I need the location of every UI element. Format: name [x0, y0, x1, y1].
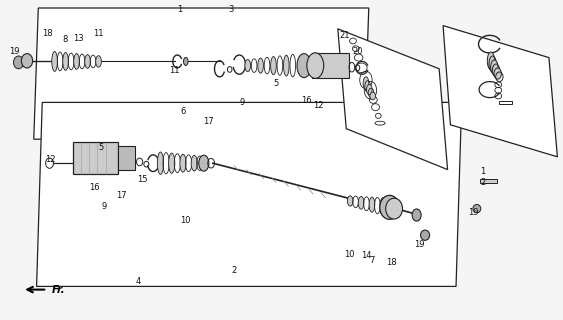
Text: 3: 3 — [228, 5, 234, 14]
Ellipse shape — [74, 53, 79, 69]
Text: 16: 16 — [90, 183, 100, 192]
Ellipse shape — [96, 56, 101, 67]
Text: 19: 19 — [9, 47, 19, 56]
Text: 7: 7 — [369, 256, 374, 265]
Text: 17: 17 — [116, 191, 126, 200]
Ellipse shape — [52, 52, 57, 71]
Polygon shape — [34, 8, 369, 139]
Text: 5: 5 — [273, 79, 279, 88]
Text: 4: 4 — [135, 277, 141, 286]
Ellipse shape — [473, 204, 481, 213]
Text: 11: 11 — [169, 66, 180, 75]
Ellipse shape — [297, 53, 311, 78]
Ellipse shape — [369, 197, 375, 212]
Text: 2: 2 — [231, 266, 236, 275]
Text: 1: 1 — [480, 167, 486, 176]
Ellipse shape — [363, 77, 369, 90]
Text: 6: 6 — [180, 108, 186, 116]
Text: 9: 9 — [101, 202, 107, 211]
Ellipse shape — [271, 57, 276, 75]
Ellipse shape — [491, 60, 498, 74]
Text: 19: 19 — [468, 208, 478, 217]
Text: 5: 5 — [99, 143, 104, 152]
Text: 10: 10 — [344, 250, 354, 259]
Text: 1: 1 — [177, 5, 183, 14]
Ellipse shape — [245, 60, 251, 72]
Text: 10: 10 — [181, 216, 191, 225]
Ellipse shape — [63, 52, 69, 70]
Text: 21: 21 — [340, 31, 350, 40]
Text: 9: 9 — [239, 98, 245, 107]
Text: 8: 8 — [62, 36, 68, 44]
Text: 17: 17 — [203, 117, 213, 126]
Text: 18: 18 — [386, 258, 396, 267]
Ellipse shape — [14, 56, 24, 69]
Ellipse shape — [157, 152, 163, 174]
Ellipse shape — [386, 198, 403, 219]
Text: 12: 12 — [46, 156, 56, 164]
Text: 13: 13 — [74, 34, 84, 43]
Text: 20: 20 — [352, 47, 363, 56]
Ellipse shape — [380, 198, 386, 215]
Bar — [73, 142, 118, 174]
Ellipse shape — [199, 155, 209, 171]
Text: 15: 15 — [137, 175, 147, 184]
Polygon shape — [338, 29, 448, 170]
Ellipse shape — [370, 92, 376, 100]
Bar — [312, 53, 349, 78]
Ellipse shape — [358, 196, 364, 209]
Ellipse shape — [494, 68, 501, 79]
Text: 18: 18 — [43, 29, 53, 38]
Ellipse shape — [180, 154, 186, 172]
Polygon shape — [443, 26, 557, 157]
Ellipse shape — [488, 52, 494, 69]
Ellipse shape — [284, 55, 289, 76]
Bar — [499, 101, 512, 104]
Ellipse shape — [169, 153, 175, 173]
Ellipse shape — [367, 84, 372, 95]
Ellipse shape — [307, 53, 324, 78]
Text: 11: 11 — [93, 29, 104, 38]
Ellipse shape — [184, 58, 188, 65]
Bar — [118, 146, 135, 170]
Ellipse shape — [421, 230, 430, 240]
Text: Fr.: Fr. — [52, 284, 66, 295]
Text: 2: 2 — [480, 178, 486, 187]
Ellipse shape — [347, 196, 353, 206]
Text: 12: 12 — [313, 101, 323, 110]
Text: 14: 14 — [361, 252, 371, 260]
Text: 19: 19 — [414, 240, 425, 249]
Ellipse shape — [191, 156, 197, 171]
Text: 16: 16 — [302, 96, 312, 105]
Ellipse shape — [412, 209, 421, 221]
Ellipse shape — [84, 55, 90, 68]
Bar — [480, 179, 497, 183]
Ellipse shape — [21, 53, 33, 68]
Ellipse shape — [379, 195, 400, 220]
Ellipse shape — [258, 58, 263, 73]
Polygon shape — [37, 102, 462, 286]
